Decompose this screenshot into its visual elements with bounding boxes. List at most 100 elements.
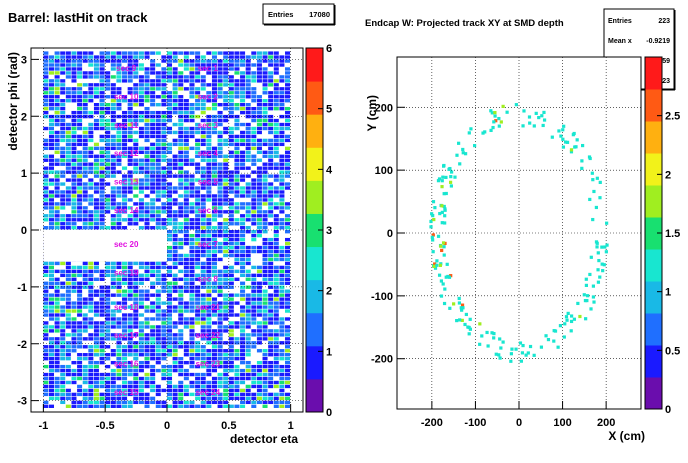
- barrel-cell: [82, 95, 88, 99]
- barrel-cell: [206, 257, 212, 262]
- barrel-cell: [167, 182, 173, 186]
- barrel-cell: [116, 130, 122, 135]
- barrel-cell: [273, 364, 279, 369]
- barrel-cell: [217, 214, 223, 218]
- barrel-cell: [228, 396, 234, 401]
- barrel-cell: [251, 372, 257, 377]
- barrel-cell: [223, 106, 229, 111]
- barrel-cell: [133, 75, 139, 79]
- barrel-cell: [150, 202, 156, 206]
- barrel-cell: [217, 317, 223, 321]
- barrel-cell: [88, 345, 94, 349]
- barrel-cell: [245, 79, 251, 83]
- barrel-cell: [93, 337, 99, 341]
- barrel-cell: [234, 380, 240, 385]
- barrel-cell: [234, 368, 240, 373]
- barrel-cell: [245, 360, 251, 365]
- barrel-cell: [262, 360, 268, 365]
- barrel-cell: [279, 376, 285, 381]
- barrel-cell: [167, 67, 173, 71]
- barrel-cell: [144, 118, 150, 123]
- barrel-cell: [211, 218, 217, 222]
- barrel-cell: [138, 134, 144, 139]
- barrel-cell: [105, 396, 111, 401]
- barrel-cell: [240, 380, 246, 385]
- barrel-cell: [240, 83, 246, 87]
- barrel-cell: [279, 142, 285, 147]
- barrel-cell: [93, 146, 99, 151]
- barrel-cell: [167, 289, 173, 293]
- barrel-cell: [144, 51, 150, 55]
- barrel-cell: [167, 146, 173, 151]
- barrel-cell: [127, 126, 133, 131]
- barrel-cell: [256, 206, 262, 210]
- barrel-cell: [43, 99, 49, 103]
- barrel-cell: [211, 364, 217, 369]
- barrel-cell: [178, 226, 184, 230]
- barrel-cell: [48, 118, 55, 123]
- barrel-cell: [99, 309, 105, 313]
- barrel-cell: [144, 182, 150, 186]
- barrel-cell: [43, 190, 49, 194]
- barrel-cell: [245, 253, 251, 258]
- barrel-cell: [245, 305, 251, 309]
- barrel-cell: [228, 83, 234, 87]
- barrel-cell: [228, 368, 234, 373]
- barrel-cell: [217, 186, 223, 190]
- barrel-cell: [251, 333, 257, 337]
- barrel-cell: [54, 134, 60, 139]
- barrel-cell: [116, 400, 122, 405]
- barrel-cell: [93, 349, 99, 353]
- barrel-cell: [262, 198, 268, 202]
- barrel-cell: [54, 285, 60, 289]
- barrel-cell: [155, 329, 161, 333]
- barrel-cell: [138, 114, 144, 119]
- barrel-cell: [161, 114, 167, 119]
- barrel-cell: [167, 51, 173, 55]
- barrel-cell: [133, 170, 139, 174]
- barrel-cell: [178, 241, 184, 246]
- barrel-cell: [138, 384, 144, 389]
- barrel-cell: [251, 392, 257, 397]
- barrel-cell: [99, 146, 105, 151]
- barrel-cell: [256, 114, 262, 119]
- endcap-cell: [438, 211, 442, 216]
- barrel-cell: [150, 118, 156, 123]
- barrel-cell: [245, 372, 251, 377]
- barrel-cell: [195, 261, 201, 266]
- barrel-cell: [234, 150, 240, 154]
- barrel-cell: [234, 174, 240, 178]
- barrel-cell: [217, 380, 223, 385]
- barrel-cell: [178, 106, 184, 111]
- barrel-cell: [262, 289, 268, 293]
- barrel-cell: [110, 372, 116, 377]
- barrel-cell: [88, 95, 94, 99]
- barrel-cell: [268, 321, 274, 325]
- barrel-cell: [77, 309, 83, 313]
- barrel-cell: [206, 384, 212, 389]
- barrel-cell: [116, 293, 122, 297]
- barrel-cell: [172, 103, 178, 107]
- barrel-cell: [285, 289, 291, 293]
- barrel-cell: [93, 376, 99, 381]
- barrel-cell: [116, 392, 122, 397]
- barrel-cell: [99, 285, 105, 289]
- barrel-cell: [77, 59, 83, 63]
- barrel-cell: [251, 178, 257, 182]
- barrel-cell: [155, 261, 161, 266]
- barrel-cell: [223, 353, 229, 357]
- barrel-cell: [122, 333, 128, 337]
- barrel-cell: [183, 309, 189, 313]
- barrel-cell: [217, 333, 223, 337]
- barrel-cell: [82, 372, 88, 377]
- barrel-cell: [54, 214, 60, 218]
- barrel-cell: [167, 237, 173, 242]
- barrel-cell: [48, 277, 55, 281]
- barrel-sector-label: sec 19: [114, 269, 139, 278]
- barrel-cell: [65, 154, 71, 158]
- barrel-cell: [150, 71, 156, 75]
- barrel-cell: [279, 257, 285, 262]
- barrel-cell: [251, 293, 257, 297]
- barrel-cell: [54, 59, 60, 63]
- barrel-cell: [273, 59, 279, 63]
